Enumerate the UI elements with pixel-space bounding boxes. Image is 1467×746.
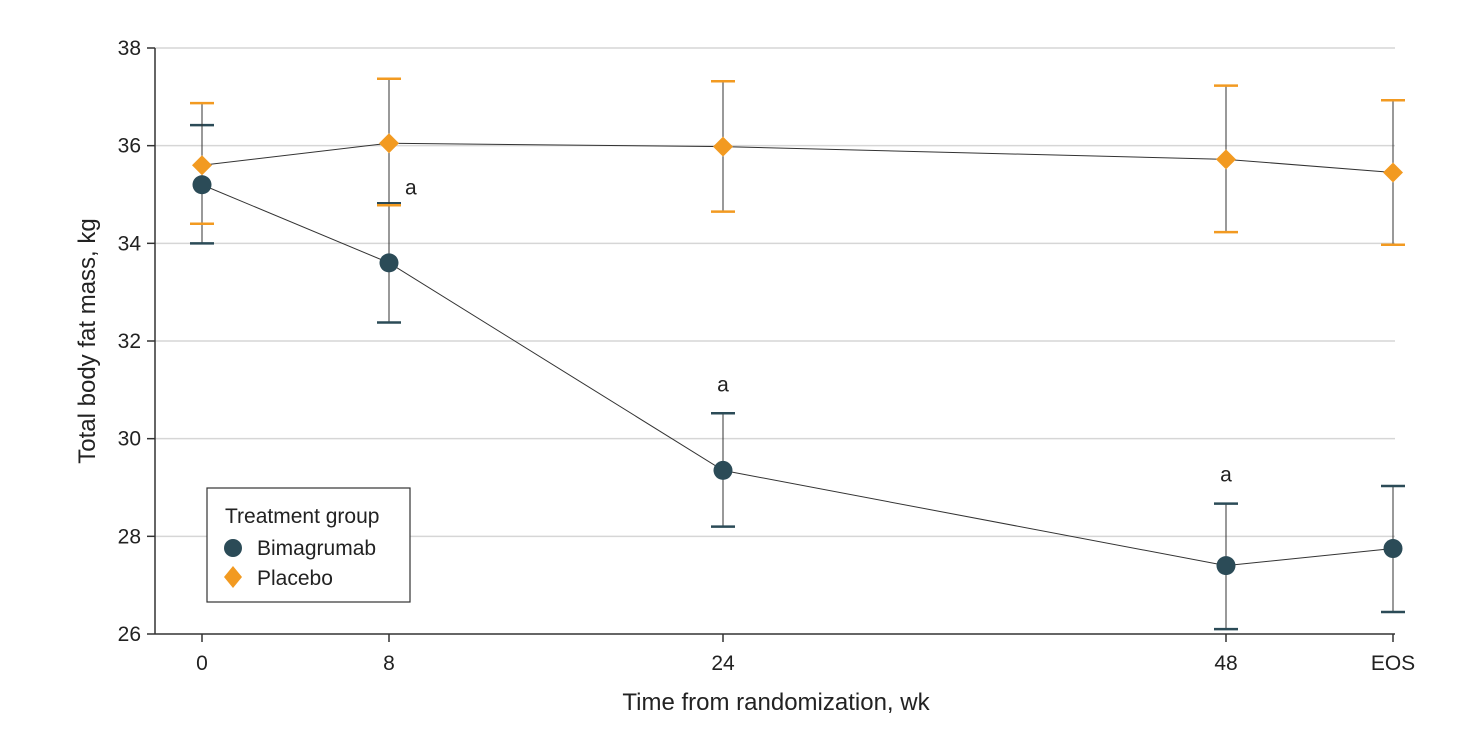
point-placebo-8: [379, 133, 399, 154]
point-bimagrumab-8: [379, 253, 399, 273]
x-tick-label-EOS: EOS: [1371, 652, 1415, 675]
point-placebo-0: [192, 155, 212, 176]
point-placebo-24: [713, 136, 733, 157]
point-bimagrumab-EOS: [1383, 539, 1403, 559]
annotations: a a a: [405, 176, 1232, 486]
series: [190, 77, 1405, 631]
y-tick-label-32: 32: [118, 330, 141, 353]
y-tick-label-36: 36: [118, 135, 141, 158]
y-tick-label-38: 38: [118, 37, 141, 60]
point-bimagrumab-0: [192, 175, 212, 195]
point-bimagrumab-48: [1216, 556, 1236, 576]
legend: Treatment group Bimagrumab Placebo: [206, 487, 411, 603]
y-tick-label-26: 26: [118, 623, 141, 646]
annotation-8: a: [405, 176, 417, 199]
y-tick-label-30: 30: [118, 428, 141, 451]
legend-label-bimagrumab: Bimagrumab: [257, 537, 376, 560]
x-tick-label-0: 0: [196, 652, 208, 675]
annotation-24: a: [717, 373, 729, 396]
y-axis-title: Total body fat mass, kg: [74, 218, 101, 463]
y-tick-label-34: 34: [118, 232, 142, 255]
axes: 26 28 30 32 34 36 38 0 8 24 48 EOS: [118, 37, 1416, 675]
point-placebo-48: [1216, 149, 1236, 170]
point-bimagrumab-24: [713, 460, 733, 480]
legend-label-placebo: Placebo: [257, 567, 333, 590]
x-tick-label-48: 48: [1214, 652, 1237, 675]
legend-marker-placebo: [224, 566, 242, 588]
legend-title: Treatment group: [225, 505, 379, 528]
x-axis-title: Time from randomization, wk: [622, 689, 930, 716]
legend-marker-bimagrumab: [224, 539, 242, 557]
gridlines: [155, 47, 1395, 538]
annotation-48: a: [1220, 464, 1232, 487]
series-line-placebo: [201, 142, 1394, 174]
y-tick-label-28: 28: [118, 525, 141, 548]
point-placebo-EOS: [1383, 162, 1403, 183]
x-tick-label-8: 8: [383, 652, 395, 675]
x-tick-label-24: 24: [711, 652, 735, 675]
